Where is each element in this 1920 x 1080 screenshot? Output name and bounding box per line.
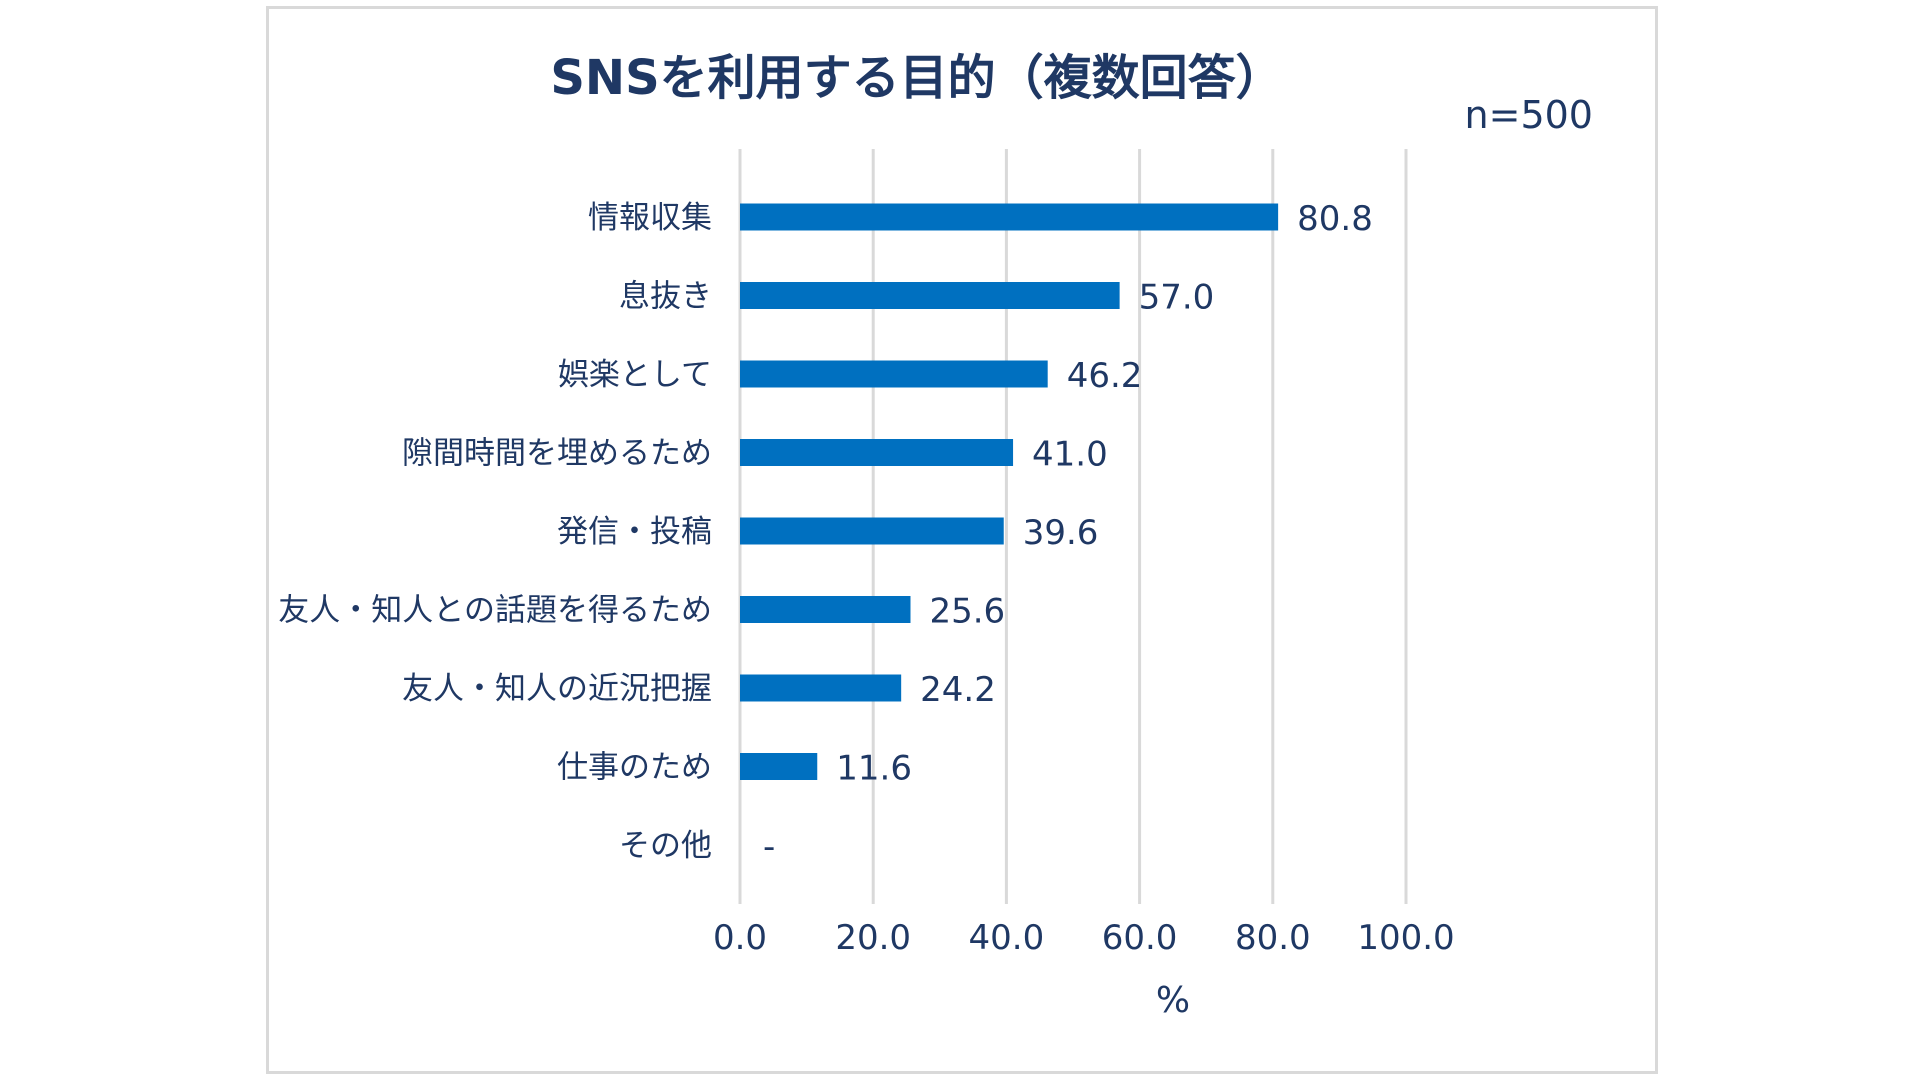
category-label-1: 息抜き [619, 279, 712, 315]
category-label-3: 隙間時間を埋めるため [402, 436, 712, 472]
category-label-6: 友人・知人の近況把握 [402, 671, 712, 707]
bar-1 [740, 282, 1120, 309]
category-label-5: 友人・知人との話題を得るため [278, 593, 712, 629]
category-label-0: 情報収集 [588, 200, 712, 236]
value-label-1: 57.0 [1139, 278, 1215, 318]
bar-3 [740, 439, 1014, 466]
bar-2 [740, 360, 1048, 388]
x-axis-tick-labels: 0.0 20.0 40.0 60.0 80.0 100.0 [713, 918, 1455, 958]
bars [740, 203, 1279, 780]
sample-size-label: n=500 [1465, 93, 1593, 137]
value-label-2: 46.2 [1067, 356, 1143, 396]
category-labels: 情報収集息抜き娯楽として隙間時間を埋めるため発信・投稿友人・知人との話題を得るた… [278, 200, 712, 864]
category-label-4: 発信・投稿 [557, 514, 712, 550]
bar-6 [740, 674, 902, 702]
bar-0 [740, 203, 1279, 231]
value-label-4: 39.6 [1023, 513, 1099, 553]
category-label-7: 仕事のため [557, 750, 712, 786]
value-label-5: 25.6 [929, 592, 1005, 632]
x-tick-label-4: 80.0 [1235, 918, 1311, 958]
bar-chart: SNSを利用する目的（複数回答） n=500 情報収集息抜き娯楽として隙間時間を… [278, 50, 1593, 1021]
value-labels: 80.8 57.0 46.2 41.0 39.6 25.6 24.211.6 - [763, 199, 1373, 867]
value-label-0: 80.8 [1297, 199, 1373, 239]
bar-4 [740, 517, 1004, 545]
x-tick-label-3: 60.0 [1102, 918, 1178, 958]
value-label-7: 11.6 [836, 749, 912, 789]
bar-7 [740, 753, 818, 780]
x-tick-label-2: 40.0 [969, 918, 1045, 958]
value-label-3: 41.0 [1032, 435, 1108, 475]
x-tick-label-5: 100.0 [1357, 918, 1454, 958]
x-tick-label-1: 20.0 [835, 918, 911, 958]
bar-5 [740, 596, 911, 623]
category-label-8: その他 [619, 828, 712, 864]
chart-frame: SNSを利用する目的（複数回答） n=500 情報収集息抜き娯楽として隙間時間を… [266, 6, 1658, 1074]
category-label-2: 娯楽として [558, 357, 712, 393]
value-label-8: - [763, 827, 775, 867]
x-axis-title: % [1156, 980, 1190, 1021]
value-label-6: 24.2 [920, 670, 996, 710]
chart-title: SNSを利用する目的（複数回答） [550, 50, 1283, 106]
x-tick-label-0: 0.0 [713, 918, 767, 958]
